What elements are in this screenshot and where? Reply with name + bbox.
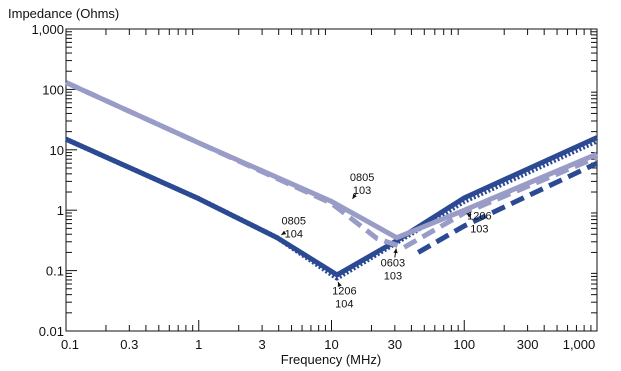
annotation-label: 0805 — [282, 215, 306, 227]
annotation-label: 103 — [384, 270, 402, 282]
y-tick-label: 10 — [50, 143, 64, 158]
annotation-arrowhead — [281, 230, 287, 235]
annotation-label: 0603 — [381, 257, 405, 269]
series-line-0603-103 — [64, 80, 598, 251]
x-tick-label: 100 — [453, 337, 475, 352]
x-tick-label: 1 — [195, 337, 202, 352]
annotation-label: 1206 — [467, 211, 491, 223]
minor-ticks — [66, 29, 597, 331]
annotation-arrowhead — [337, 282, 342, 287]
y-axis-title: Impedance (Ohms) — [8, 6, 119, 21]
major-ticks: 0.1 0.3 1 3 10 30 100 300 1,0000.010.11101001,00… — [31, 22, 598, 352]
annotation-label: 104 — [285, 228, 303, 240]
series-line-1206-103 — [416, 160, 599, 255]
x-tick-label: 0.1 — [61, 337, 79, 352]
x-tick-label: 0.3 — [120, 337, 138, 352]
x-tick-label: 3 — [258, 337, 265, 352]
series-layer — [64, 80, 599, 281]
series-line-1206-104 — [64, 136, 599, 281]
x-tick-label: 10 — [324, 337, 338, 352]
annotation-label: 103 — [353, 185, 371, 197]
y-tick-label: 1,000 — [31, 22, 64, 37]
annotation-label: 104 — [335, 298, 353, 310]
series-line-0805-103 — [64, 80, 598, 241]
annotation-label: 1206 — [332, 285, 356, 297]
x-tick-label: 1,000 — [563, 337, 596, 352]
x-axis-title: Frequency (MHz) — [281, 352, 381, 367]
y-tick-label: 0.01 — [39, 324, 64, 339]
annotation-arrowhead — [466, 213, 472, 218]
y-tick-label: 100 — [42, 82, 64, 97]
x-tick-label: 30 — [388, 337, 402, 352]
series-line-0805-104 — [64, 135, 599, 278]
annotation-arrowhead — [352, 193, 357, 199]
annotation-arrowhead — [393, 248, 398, 254]
y-tick-label: 0.1 — [46, 264, 64, 279]
x-tick-label: 300 — [517, 337, 539, 352]
annotation-label: 103 — [470, 224, 488, 236]
annotation-label: 0805 — [350, 172, 374, 184]
y-tick-label: 1 — [57, 203, 64, 218]
